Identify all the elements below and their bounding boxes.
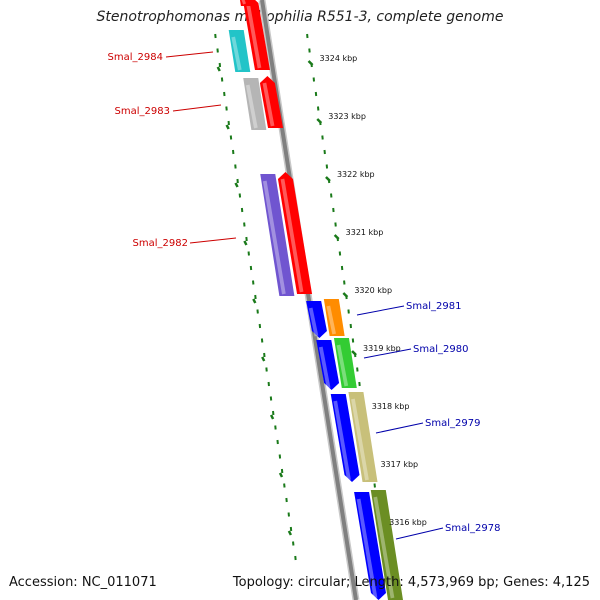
topology-text: Topology: circular; Length: 4,573,969 bp… [232,575,590,590]
gene-smal-2979-arrow-shine [333,400,351,481]
gene-smal-2978-cog-body [370,490,403,600]
gene-smal-2983-cog[interactable] [243,78,267,130]
gene-smal-2981-cog-shine [326,305,336,335]
kbp-tick-right [316,118,323,124]
gene-smal-2983-arrow-body [259,76,284,128]
label-leader [172,104,222,112]
label-leader [395,527,444,540]
gene-label-smal-2981[interactable]: Smal_2981 [406,301,461,312]
kbp-tick-right [325,176,331,182]
gene-smal-2984-cog-shine [231,36,242,71]
gene-label-smal-2983[interactable]: Smal_2983 [115,106,170,117]
kbp-tick-left [234,182,239,188]
gene-top-fragment-shine [241,0,246,5]
left-scale-line [214,33,297,561]
label-leader [189,237,237,244]
kbp-tick-left [269,414,275,420]
gene-smal-2984-arrow[interactable] [243,0,270,70]
gene-smal-2982-arrow-body [277,172,313,294]
gene-label-smal-2982[interactable]: Smal_2982 [133,238,188,249]
gene-smal-2982-arrow[interactable] [277,172,313,294]
gene-smal-2980-arrow-body [316,340,340,390]
gene-smal-2979-cog[interactable] [348,392,378,482]
gene-smal-2980-cog-shine [336,344,349,387]
gene-smal-2980-cog-body [333,338,357,388]
label-leader [356,305,405,316]
gene-smal-2981-arrow-body [306,301,327,338]
map-title: Stenotrophomonas maltophilia R551-3, com… [96,9,504,25]
accession-text: Accession: NC_011071 [9,575,157,590]
gene-smal-2984-cog[interactable] [228,30,251,72]
kbp-label: 3321 kbp [346,228,384,237]
label-leader [165,51,214,58]
gene-smal-2979-cog-shine [351,398,369,481]
kbp-label: 3316 kbp [389,518,427,527]
gene-smal-2978-arrow-body [354,492,386,600]
gene-label-smal-2984[interactable]: Smal_2984 [108,52,163,63]
kbp-tick-left [261,356,266,362]
kbp-label: 3324 kbp [320,54,358,63]
gene-label-smal-2978[interactable]: Smal_2978 [445,523,500,534]
gene-smal-2978-arrow[interactable] [354,492,386,600]
gene-smal-2981-arrow-shine [308,307,319,337]
gene-smal-2982-cog-body [260,174,295,296]
kbp-label: 3318 kbp [372,402,410,411]
kbp-tick-left [243,240,248,246]
gene-smal-2980-arrow-shine [318,346,331,389]
gene-smal-2983-cog-shine [245,84,258,129]
kbp-tick-right [333,234,340,240]
kbp-tick-right [307,60,314,66]
gene-smal-2983-arrow-shine [262,82,275,127]
kbp-label: 3322 kbp [337,170,375,179]
gene-smal-2980-cog[interactable] [333,338,357,388]
kbp-label: 3319 kbp [363,344,401,353]
kbp-tick-left [252,298,257,304]
kbp-tick-left [278,472,284,478]
kbp-tick-left [216,66,221,72]
kbp-tick-left [287,530,293,536]
gene-smal-2984-arrow-shine [246,2,262,69]
gene-smal-2978-cog[interactable] [370,490,403,600]
kbp-tick-left [225,124,230,130]
kbp-label: 3320 kbp [354,286,392,295]
gene-label-smal-2980[interactable]: Smal_2980 [413,344,468,355]
kbp-tick-right [351,350,357,356]
gene-smal-2982-arrow-shine [280,178,304,293]
gene-smal-2980-arrow[interactable] [316,340,340,390]
gene-smal-2984-arrow-body [243,0,270,70]
gene-smal-2983-cog-body [243,78,267,130]
gene-top-fragment-body [240,0,253,6]
gene-smal-2981-cog-body [323,299,345,336]
gene-smal-2978-arrow-shine [356,498,378,599]
gene-smal-2979-arrow-body [330,394,360,482]
kbp-tick-right [342,292,349,298]
gene-smal-2981-arrow[interactable] [306,301,327,338]
label-leader [375,422,424,434]
label-leader [363,348,412,359]
gene-label-smal-2979[interactable]: Smal_2979 [425,418,480,429]
gene-top-fragment[interactable] [238,0,253,6]
kbp-label: 3323 kbp [328,112,366,121]
gene-smal-2981-cog[interactable] [323,299,345,336]
gene-smal-2978-cog-shine [373,496,395,599]
gene-smal-2982-cog-shine [262,180,286,295]
gene-smal-2979-arrow[interactable] [330,394,360,482]
kbp-label: 3317 kbp [380,460,418,469]
gene-smal-2983-arrow[interactable] [259,76,284,128]
gene-smal-2984-cog-body [228,30,251,72]
gene-smal-2979-cog-body [348,392,378,482]
gene-smal-2982-cog[interactable] [260,174,295,296]
